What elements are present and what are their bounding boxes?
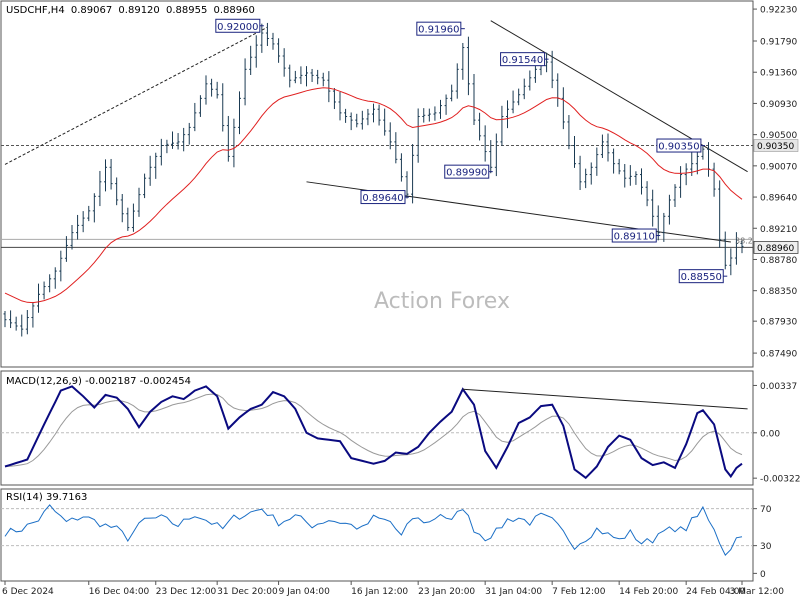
candles: [3, 22, 744, 337]
symbol-label: USDCHF,H4: [6, 5, 65, 16]
time-axis: 6 Dec 2024 16 Dec 04:00 23 Dec 12:00 31 Dec…: [2, 581, 784, 597]
ohlc-high: 0.89120: [118, 5, 159, 16]
dashed-uptrend-line: [4, 26, 268, 165]
ohlc-open: 0.89067: [71, 5, 112, 16]
resistance-trendline: [490, 20, 748, 173]
rsi-axis: 70 30 0: [753, 505, 772, 580]
time-axis-label: 16 Jan 12:00: [351, 587, 408, 597]
level-price-tag: [753, 139, 799, 152]
annotation-label: 0.92000: [217, 22, 258, 33]
price-panel-frame: [0, 0, 754, 368]
annotation-box: [656, 138, 702, 153]
rsi-panel: 70 30 0 RSI(14) 39.7163: [0, 488, 772, 582]
fib-label: 38.2: [735, 236, 753, 245]
time-axis-label: 24 Feb 04:00: [686, 587, 745, 597]
price-axis-label: 0.92230: [760, 6, 797, 16]
annotation-box: [215, 18, 261, 33]
annotation-label: 0.89110: [614, 232, 655, 243]
price-axis-label: 0.89640: [760, 194, 797, 204]
current-price-tag-label: 0.88960: [757, 244, 794, 254]
annotation-label: 0.88550: [681, 272, 722, 283]
macd-title: MACD(12,26,9) -0.002187 -0.002454: [6, 376, 191, 387]
price-axis-label: 0.90070: [760, 162, 797, 172]
price-axis-label: 0.87490: [760, 350, 797, 360]
price-axis-label: 0.88350: [760, 287, 797, 297]
macd-trendline: [462, 388, 748, 410]
rsi-grid: [1, 508, 753, 547]
time-axis-label: 31 Dec 20:00: [217, 587, 278, 597]
annotation-label: 0.91540: [502, 55, 543, 66]
macd-axis-label: -0.003227: [760, 475, 800, 485]
time-axis-label: 16 Dec 04:00: [89, 587, 150, 597]
rsi-axis-label: 70: [760, 505, 772, 515]
annotation-box: [360, 190, 406, 205]
annotation-box: [611, 228, 657, 243]
time-axis-label: 23 Jan 20:00: [418, 587, 475, 597]
price-axis-label: 0.90500: [760, 131, 797, 141]
macd-panel-frame: [0, 370, 754, 486]
macd-axis-label: 0.00337: [760, 382, 797, 392]
rsi-line: [4, 504, 743, 556]
macd-axis-label: 0.00: [760, 429, 780, 439]
annotation-label: 0.89640: [362, 193, 403, 204]
annotation-box: [416, 21, 462, 36]
macd-signal-line: [4, 393, 743, 467]
annotation-label: 0.91960: [418, 25, 459, 36]
price-axis-label: 0.90930: [760, 100, 797, 110]
annotation-box: [500, 52, 546, 67]
price-axis: 0.92230 0.91790 0.91360 0.90930 0.90500 0.900…: [735, 6, 799, 360]
price-annotations: 0.92000 0.91960 0.91540 0.90350 0.89990 0.896…: [215, 18, 728, 284]
macd-main-line: [4, 385, 743, 480]
time-axis-label: 6 Dec 2024: [2, 587, 54, 597]
macd-lines: [4, 385, 748, 480]
time-axis-label: 31 Jan 04:00: [485, 587, 542, 597]
level-price-tag-label: 0.90350: [757, 142, 794, 152]
time-axis-label: 9 Jan 04:00: [279, 587, 331, 597]
price-axis-label: 0.91360: [760, 69, 797, 79]
annotation-label: 0.90350: [658, 142, 699, 153]
annotation-box: [444, 164, 490, 179]
rsi-title: RSI(14) 39.7163: [6, 492, 87, 503]
rsi-axis-label: 30: [760, 542, 772, 552]
price-panel: USDCHF,H4 0.89067 0.89120 0.88955 0.8896…: [0, 0, 799, 368]
time-axis-label: 7 Feb 12:00: [552, 587, 606, 597]
price-axis-label: 0.88780: [760, 256, 797, 266]
macd-panel: 0.00337 0.00 -0.003227 MACD(12,26,9) -0.00…: [0, 370, 800, 486]
time-axis-label: 3 Mar 12:00: [730, 587, 785, 597]
current-price-tag: [753, 241, 799, 254]
time-axis-label: 23 Dec 12:00: [156, 587, 217, 597]
rsi-axis-label: 0: [760, 570, 766, 580]
moving-average-line: [4, 87, 743, 304]
macd-axis: 0.00337 0.00 -0.003227: [753, 382, 800, 485]
watermark: Action Forex: [374, 289, 510, 314]
annotation-label: 0.89990: [446, 168, 487, 179]
time-axis-label: 14 Feb 20:00: [619, 587, 678, 597]
chart-header: USDCHF,H4 0.89067 0.89120 0.88955 0.8896…: [6, 5, 255, 16]
rsi-panel-frame: [0, 488, 754, 582]
price-axis-label: 0.91790: [760, 38, 797, 48]
price-axis-label: 0.89210: [760, 225, 797, 235]
annotation-box: [678, 269, 724, 284]
price-axis-label: 0.87930: [760, 318, 797, 328]
ohlc-low: 0.88955: [166, 5, 207, 16]
ohlc-close: 0.88960: [214, 5, 255, 16]
